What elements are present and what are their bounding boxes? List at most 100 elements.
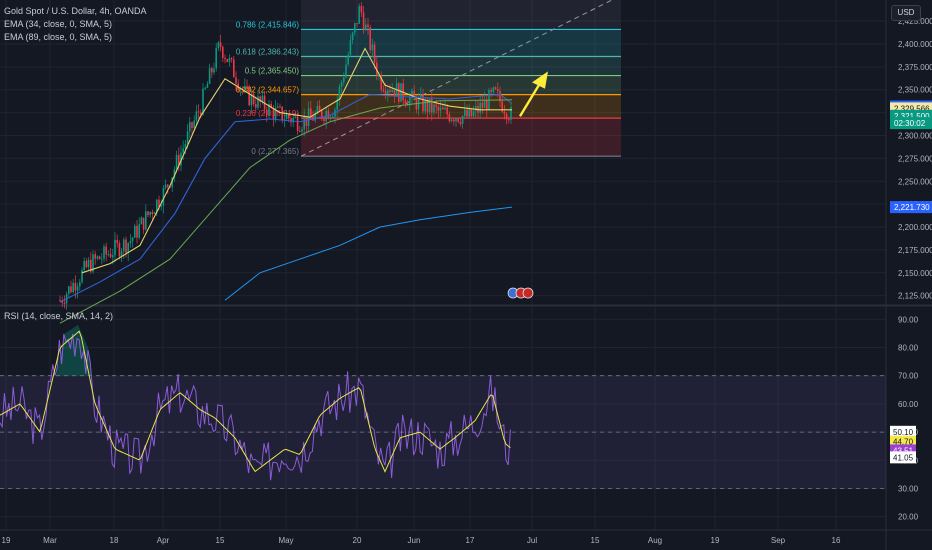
candle: [169, 186, 171, 188]
candle: [404, 100, 407, 104]
candle: [318, 105, 321, 111]
price-axis[interactable]: 2,425.000 2,400.000 2,375.000 2,350.000 2,32…: [890, 17, 932, 301]
candle: [103, 246, 105, 259]
candle: [281, 106, 283, 121]
candle: [206, 83, 209, 88]
time-tick: 19: [2, 536, 11, 545]
candle: [186, 131, 189, 145]
candle: [510, 106, 512, 120]
candle: [109, 254, 112, 258]
time-axis[interactable]: 19 Mar 18 Apr 15 May 20 Jun 17 Jul 15 Aug 19 Sep 16: [2, 536, 841, 545]
candle: [433, 104, 435, 113]
candle: [125, 239, 127, 253]
candle: [453, 119, 455, 122]
legend-rsi[interactable]: RSI (14, close, SMA, 14, 2): [4, 310, 113, 322]
candle: [457, 118, 459, 122]
candle: [349, 40, 352, 55]
candle: [261, 95, 264, 102]
price-tick: 2,275.000: [898, 154, 932, 163]
candle: [140, 217, 143, 225]
candle: [299, 130, 301, 132]
legend-main[interactable]: Gold Spot / U.S. Dollar, 4h, OANDA: [4, 5, 147, 17]
candle: [288, 114, 290, 119]
candle: [483, 99, 486, 108]
candle: [497, 89, 499, 91]
time-tick: Apr: [157, 536, 170, 545]
price-label-box: [890, 117, 932, 130]
candle: [378, 75, 380, 77]
candle: [167, 184, 169, 187]
candle: [151, 211, 154, 214]
candle: [373, 44, 376, 63]
candle: [270, 104, 272, 109]
candle: [171, 177, 173, 188]
rsi-label: 50.10: [893, 428, 914, 437]
candle: [413, 90, 415, 98]
price-tick: 2,375.000: [898, 63, 932, 72]
candle: [296, 116, 299, 131]
candle: [505, 113, 508, 120]
candle: [81, 269, 83, 283]
candle: [123, 239, 125, 252]
candle: [420, 94, 422, 98]
legend-ema34[interactable]: EMA (34, close, 0, SMA, 5): [4, 18, 112, 30]
candle: [184, 144, 187, 149]
candle: [501, 101, 503, 112]
rsi-axis[interactable]: 90.0080.0070.0060.0050.0040.0030.0020.00…: [890, 315, 919, 522]
flag-icon: [522, 287, 534, 299]
candle: [508, 119, 510, 121]
candle: [387, 90, 389, 94]
candle: [351, 32, 354, 41]
candle: [321, 110, 323, 119]
candle: [470, 108, 473, 117]
time-tick: 15: [216, 536, 225, 545]
candle: [116, 239, 118, 244]
arrow-up-right-icon[interactable]: [518, 71, 548, 117]
time-tick: 15: [591, 536, 600, 545]
candle: [241, 88, 244, 90]
candle: [274, 107, 277, 119]
candle: [266, 109, 268, 116]
flag-icons[interactable]: [507, 287, 534, 299]
candle: [285, 114, 288, 120]
candle: [294, 116, 297, 118]
candle: [200, 112, 202, 115]
candle: [446, 107, 448, 115]
candle: [257, 96, 259, 108]
price-tick: 2,175.000: [898, 246, 932, 255]
candle: [63, 302, 66, 304]
candle: [90, 259, 92, 272]
ema-200-line: [224, 206, 513, 301]
currency-button[interactable]: USD: [891, 5, 921, 21]
candle: [259, 96, 261, 102]
candle: [101, 258, 103, 260]
candle: [268, 104, 270, 116]
candle: [147, 211, 149, 215]
candle: [336, 99, 338, 110]
price-label: 2,221.730: [894, 203, 930, 212]
candle: [424, 99, 426, 112]
legend-ema89[interactable]: EMA (89, close, 0, SMA, 5): [4, 31, 112, 43]
candle: [356, 23, 358, 25]
candle: [332, 116, 334, 118]
candle: [283, 119, 286, 121]
rsi-label: 44.70: [893, 438, 914, 447]
candle: [211, 68, 213, 73]
candle: [439, 107, 442, 111]
candle: [129, 241, 132, 243]
rsi-tick: 20.00: [898, 513, 919, 522]
time-tick: Aug: [648, 536, 662, 545]
candle: [468, 108, 470, 117]
candle: [391, 90, 393, 92]
candle: [303, 116, 305, 130]
candle: [105, 246, 107, 255]
candle: [233, 59, 235, 78]
candle: [230, 58, 233, 60]
fib-band: [301, 94, 621, 119]
time-tick: Jun: [408, 536, 421, 545]
candle: [114, 239, 116, 256]
rsi-label: RSI (14, close, SMA, 14, 2): [4, 311, 114, 321]
time-tick: Jul: [527, 536, 537, 545]
rsi-tick: 80.00: [898, 343, 919, 352]
